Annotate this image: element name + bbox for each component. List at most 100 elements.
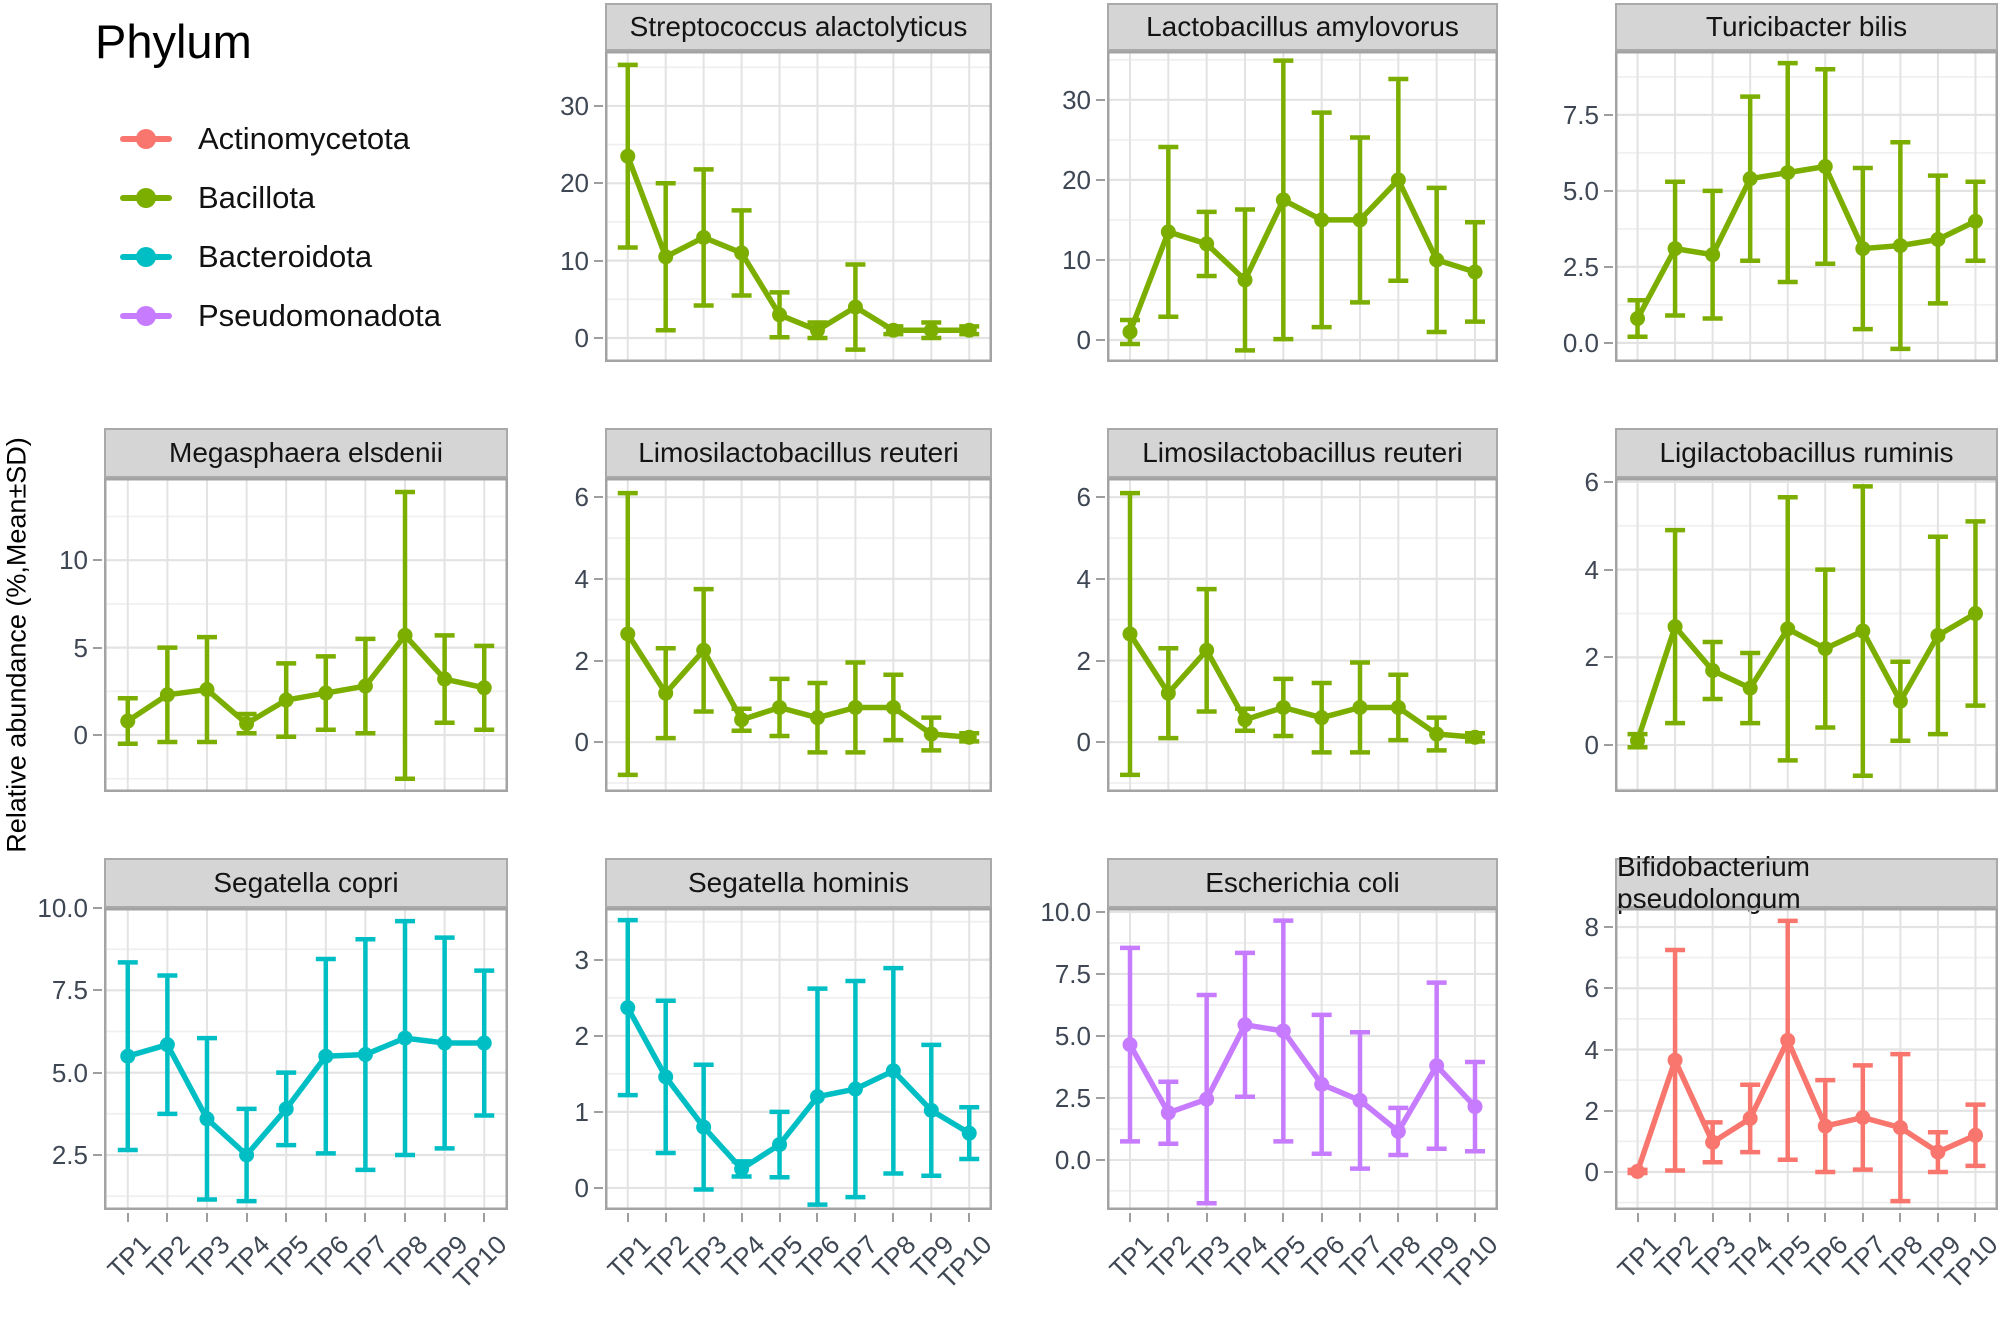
y-axis-tick-label: 20: [560, 168, 589, 199]
facet-strip: Limosilactobacillus reuteri: [605, 428, 992, 478]
y-axis-tick: [1096, 910, 1105, 913]
facet-title: Turicibacter bilis: [1705, 11, 1908, 42]
y-axis-tick-label: 0: [1076, 324, 1091, 355]
facet-strip: Turicibacter bilis: [1615, 3, 1998, 51]
y-axis-tick: [594, 104, 603, 107]
mean-points: [620, 148, 977, 338]
y-axis-tick: [594, 741, 603, 744]
y-axis-tick-label: 3: [574, 944, 589, 975]
legend-key-point-icon: [136, 187, 156, 208]
mean-points: [1630, 1032, 1983, 1179]
y-axis-tick: [1096, 1158, 1105, 1161]
y-axis-tick-label: 7.5: [51, 975, 88, 1006]
y-axis-tick: [1604, 265, 1613, 268]
y-axis-tick: [594, 259, 603, 262]
x-axis-tick: [1674, 1213, 1677, 1222]
mean-points: [1122, 1017, 1483, 1139]
legend-item-actinomycetota: Actinomycetota: [95, 109, 515, 168]
x-axis-tick: [1244, 1213, 1246, 1222]
y-axis-tick: [1096, 1034, 1105, 1037]
legend-items: Actinomycetota Bacillota Bacteroidota Pseud…: [95, 109, 515, 345]
legend-item-label: Bacteroidota: [198, 238, 373, 274]
x-axis-tick: [930, 1213, 933, 1222]
y-axis-tick: [93, 646, 102, 649]
x-axis-tick: [1711, 1213, 1714, 1222]
mean-points: [620, 626, 977, 745]
x-axis-tick: [1435, 1213, 1438, 1222]
legend-item-label: Pseudomonadota: [198, 297, 442, 333]
x-axis-tick: [483, 1213, 486, 1222]
figure-page: { "y_axis_label": "Relative abundance (%…: [1, 3, 2004, 1295]
y-axis-tick-label: 4: [1076, 563, 1091, 594]
mean-line: [1127, 1022, 1478, 1135]
facet-title: Megasphaera elsdenii: [169, 437, 443, 468]
y-axis-tick-label: 2: [574, 1020, 589, 1051]
x-axis-tick: [816, 1213, 819, 1222]
mean-points: [120, 1030, 492, 1163]
y-axis-tick: [1096, 258, 1105, 261]
legend-key-line-icon: [120, 305, 172, 326]
y-axis-tick: [93, 734, 102, 736]
x-axis-tick: [1320, 1213, 1323, 1222]
y-axis-tick: [1604, 1109, 1613, 1112]
y-axis-tick-label: 7.5: [1054, 958, 1091, 989]
x-axis-tick: [1282, 1213, 1285, 1222]
panel-plot-escherichia-coli: [1107, 908, 1498, 1210]
mean-line: [125, 1035, 487, 1158]
mean-line: [1634, 1037, 1979, 1175]
mean-line: [1634, 610, 1979, 744]
y-axis-tick: [1096, 496, 1105, 499]
error-bars: [1120, 58, 1485, 353]
x-axis-tick: [968, 1213, 971, 1222]
y-axis-tick-label: 0.0: [1054, 1144, 1091, 1175]
mean-line: [625, 631, 972, 741]
y-axis-tick-label: 0: [1076, 727, 1091, 758]
mean-points: [1630, 159, 1983, 327]
x-axis-tick: [1636, 1213, 1639, 1222]
facet-title: Streptococcus alactolyticus: [629, 11, 968, 42]
y-axis-tick: [594, 1186, 603, 1189]
panel-plot-megasphaera-elsdenii: [104, 478, 508, 792]
panel-plot-turicibacter-bilis: [1615, 51, 1998, 362]
facet-strip: Segatella copri: [104, 858, 508, 908]
x-axis-tick: [404, 1213, 407, 1222]
y-axis-tick-label: 30: [560, 90, 589, 121]
y-axis-tick-label: 0: [73, 720, 88, 750]
x-axis-tick: [1786, 1213, 1789, 1222]
y-axis-tick: [594, 958, 603, 961]
y-axis-tick: [594, 1034, 603, 1037]
mean-points: [1122, 172, 1483, 340]
legend-key-line-icon: [120, 187, 172, 208]
x-axis-tick: [626, 1213, 629, 1222]
y-axis-tick: [594, 1110, 603, 1113]
y-axis-tick-label: 5.0: [1054, 1020, 1091, 1051]
y-axis-tick: [1604, 189, 1613, 192]
y-axis-tick-label: 2.5: [51, 1140, 88, 1170]
y-axis-tick: [93, 559, 102, 562]
y-axis-tick-label: 5.0: [51, 1057, 88, 1088]
mean-line: [625, 153, 972, 334]
y-axis-tick: [1604, 568, 1613, 571]
legend-item-bacillota: Bacillota: [95, 168, 515, 227]
y-axis-tick-label: 30: [1062, 84, 1091, 115]
facet-strip: Limosilactobacillus reuteri: [1107, 428, 1498, 478]
x-axis-tick: [892, 1213, 895, 1222]
x-axis-tick: [443, 1213, 446, 1222]
y-axis-tick: [1096, 338, 1105, 341]
facet-strip: Bifidobacterium pseudolongum: [1615, 851, 1998, 914]
x-axis-tick: [1936, 1213, 1939, 1222]
error-bars: [617, 62, 980, 352]
mean-line: [625, 1004, 972, 1172]
y-axis-tick: [594, 577, 603, 580]
facet-title: Limosilactobacillus reuteri: [638, 437, 959, 468]
x-axis-tick: [1974, 1213, 1977, 1222]
panel-plot-lactobacillus-amylovorus: [1107, 51, 1498, 362]
x-axis-tick: [664, 1213, 667, 1222]
y-axis-tick: [594, 659, 603, 662]
y-axis-tick-label: 2: [574, 645, 589, 676]
x-axis-tick: [740, 1213, 743, 1222]
mean-line: [1127, 177, 1478, 335]
y-axis-tick: [594, 182, 603, 185]
y-axis-tick-label: 10: [560, 245, 589, 276]
x-axis-tick: [1899, 1213, 1902, 1222]
